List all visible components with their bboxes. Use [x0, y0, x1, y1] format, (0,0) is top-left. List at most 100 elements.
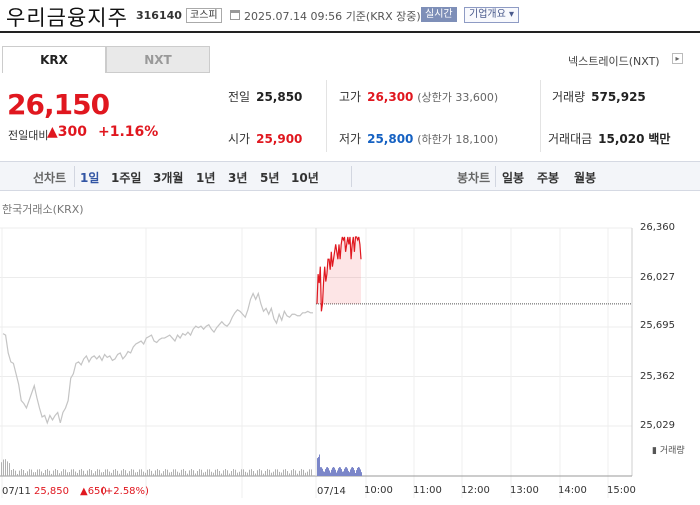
volume-bar — [77, 472, 78, 476]
company-overview-button[interactable]: 기업개요 ▾ — [464, 7, 519, 23]
volume-bar — [299, 470, 300, 476]
volume-bar — [350, 469, 351, 476]
volume-bar — [235, 469, 236, 476]
separator — [495, 166, 496, 187]
volume-bar — [173, 469, 174, 476]
company-name[interactable]: 우리금융지주 — [6, 6, 128, 30]
volume-bar — [191, 469, 192, 476]
volume-bar — [25, 473, 26, 476]
volume-bar — [209, 469, 210, 476]
price-chart[interactable] — [0, 218, 700, 498]
live-badge[interactable]: 실시간 — [421, 7, 457, 22]
volume-bar — [127, 473, 128, 476]
volume-bar — [343, 471, 344, 476]
volume-bar — [325, 469, 326, 476]
stat-prev-close: 전일 25,850 — [228, 88, 302, 105]
x-tick-label: 12:00 — [461, 485, 490, 496]
prev-day-pct: (+2.58%) — [101, 486, 149, 497]
volume-bar — [87, 470, 88, 476]
volume-bar — [85, 473, 86, 476]
volume-bar — [145, 472, 146, 476]
volume-bar — [179, 472, 180, 476]
period-3y[interactable]: 3년 — [228, 171, 248, 185]
volume-bar — [7, 461, 8, 476]
volume-bar — [65, 469, 66, 476]
volume-bar — [289, 473, 290, 476]
volume-bar — [139, 469, 140, 476]
x-tick-label: 13:00 — [510, 485, 539, 496]
volume-bar — [279, 471, 280, 476]
volume-bar — [321, 467, 322, 476]
external-link-icon[interactable]: ▸ — [672, 53, 683, 64]
volume-bar — [324, 471, 325, 476]
y-tick-label: 25,029 — [640, 420, 675, 431]
volume-bar — [95, 471, 96, 476]
volume-bar — [9, 463, 10, 476]
volume-bar — [123, 469, 124, 476]
volume-bar — [323, 471, 324, 476]
volume-bar — [55, 469, 56, 476]
volume-bar — [239, 471, 240, 476]
volume-bar — [275, 469, 276, 476]
volume-bar — [91, 470, 92, 476]
volume-bar — [253, 471, 254, 476]
y-tick-label: 26,360 — [640, 222, 675, 233]
tab-krx[interactable]: KRX — [2, 46, 106, 73]
volume-bar — [1, 462, 2, 476]
volume-bar — [352, 467, 353, 476]
candle-monthly[interactable]: 월봉 — [574, 171, 597, 185]
volume-bar — [153, 473, 154, 476]
volume-bar — [53, 470, 54, 476]
volume-bar — [51, 473, 52, 476]
period-1w[interactable]: 1주일 — [111, 171, 142, 185]
period-1d[interactable]: 1일 — [80, 171, 100, 185]
volume-bar — [338, 468, 339, 476]
tab-nxt[interactable]: NXT — [106, 46, 210, 73]
line-chart-label: 선차트 — [33, 171, 67, 185]
period-1y[interactable]: 1년 — [196, 171, 216, 185]
stat-amount: 거래대금 15,020 백만 — [548, 130, 670, 147]
volume-bar — [267, 469, 268, 476]
quote-date: 2025.07.14 09:56 — [244, 10, 343, 23]
volume-bar — [305, 472, 306, 476]
current-price: 26,150 — [7, 88, 110, 121]
volume-bar — [333, 467, 334, 476]
volume-bar — [341, 469, 342, 476]
volume-bar — [69, 472, 70, 476]
candle-daily[interactable]: 일봉 — [502, 171, 525, 185]
volume-bar — [361, 472, 362, 476]
period-3m[interactable]: 3개월 — [153, 171, 184, 185]
volume-bar — [285, 469, 286, 476]
volume-bar — [195, 473, 196, 476]
volume-bar — [161, 473, 162, 476]
volume-bar — [199, 469, 200, 476]
volume-bar — [219, 470, 220, 476]
volume-bar — [271, 472, 272, 476]
prev-day-change: ▲650 — [80, 486, 107, 497]
x-tick-label: 15:00 — [607, 485, 636, 496]
volume-bar — [297, 473, 298, 476]
volume-bar — [320, 467, 321, 476]
nxt-link[interactable]: 넥스트레이드(NXT) — [568, 55, 660, 68]
candle-weekly[interactable]: 주봉 — [537, 171, 560, 185]
stat-open: 시가 25,900 — [228, 130, 302, 147]
today-area — [317, 236, 361, 312]
volume-bar — [193, 470, 194, 476]
volume-bar — [346, 467, 347, 476]
volume-bar — [163, 471, 164, 476]
prev-day-line — [2, 291, 313, 425]
change-label: 전일대비 — [8, 129, 49, 142]
volume-bar — [303, 469, 304, 476]
volume-bar — [283, 469, 284, 476]
stat-label: 전일 — [228, 90, 251, 104]
period-5y[interactable]: 5년 — [260, 171, 280, 185]
stat-unit: 백만 — [648, 132, 671, 146]
volume-bar — [349, 472, 350, 476]
volume-bar — [311, 469, 312, 476]
volume-bar — [205, 471, 206, 476]
chart-period-bar: 선차트 1일 1주일 3개월 1년 3년 5년 10년 봉차트 일봉 주봉 월봉 — [0, 161, 700, 191]
volume-bar — [43, 472, 44, 476]
volume-bar — [351, 467, 352, 476]
volume-bar — [259, 469, 260, 476]
period-10y[interactable]: 10년 — [291, 171, 319, 185]
